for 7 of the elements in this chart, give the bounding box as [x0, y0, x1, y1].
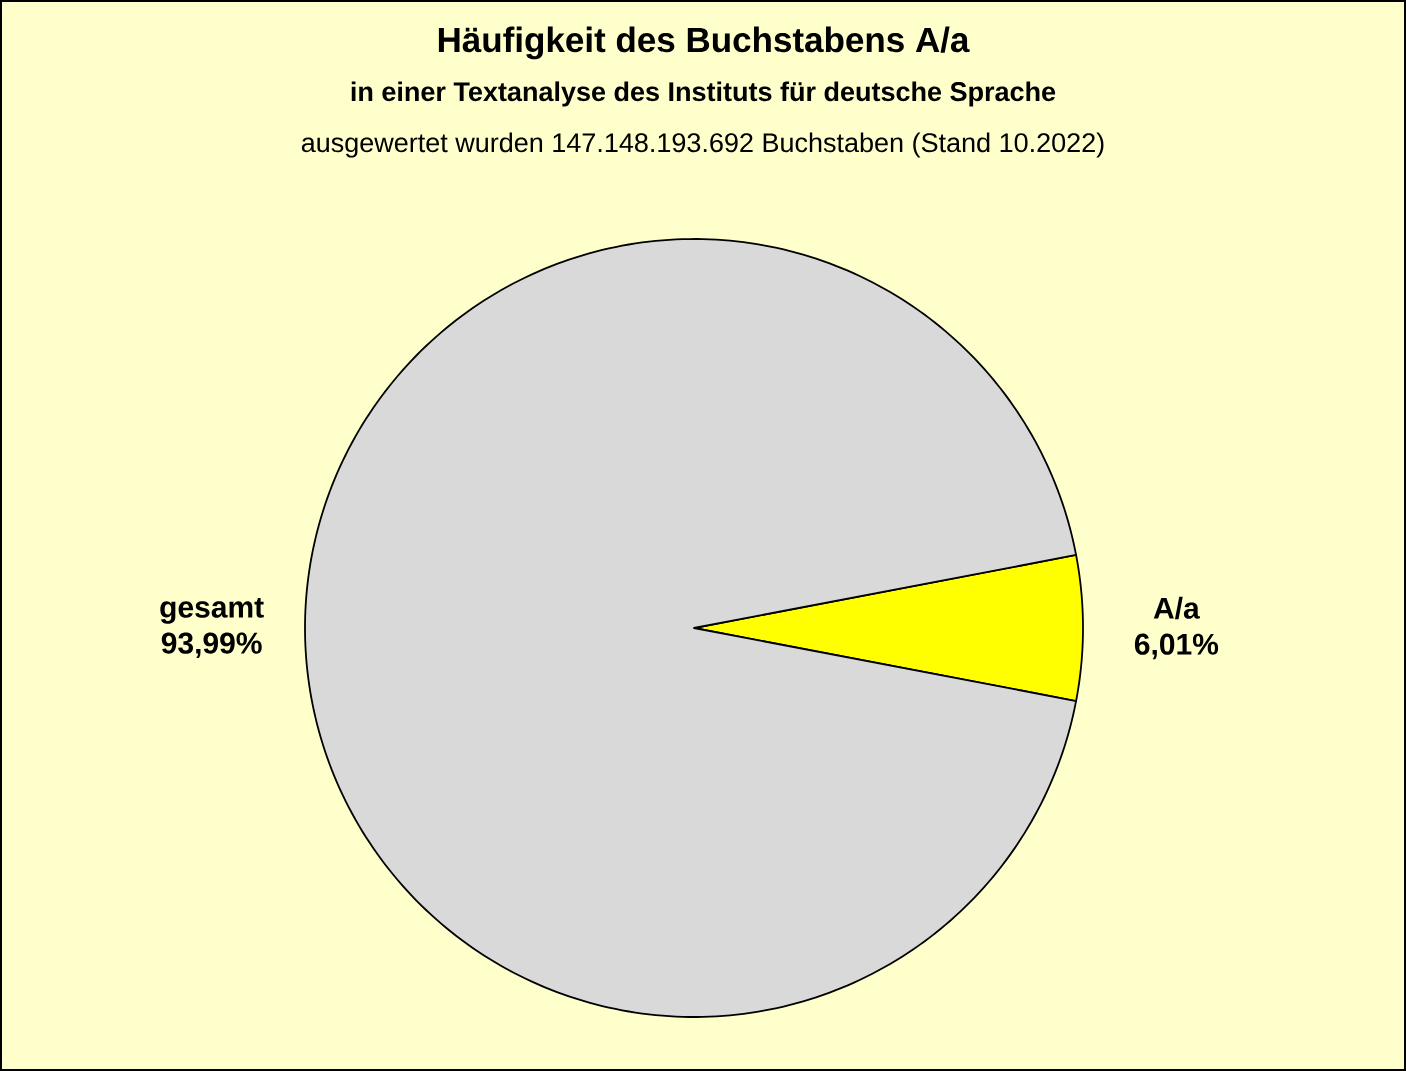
chart-subtitle: in einer Textanalyse des Instituts für deutsche Sprache [351, 81, 1056, 107]
slice-label: A/a [1153, 596, 1200, 620]
chart-title: Häufigkeit des Buchstabens A/a [438, 26, 970, 60]
text: ausgewertet wurden 147.148.193.692 Buchstaben (Stand 10.2022) [301, 132, 1104, 158]
data-label: 6,01% [1134, 633, 1219, 660]
slice-label: gesamt [160, 597, 264, 624]
data-label: 93,99% [161, 632, 262, 659]
